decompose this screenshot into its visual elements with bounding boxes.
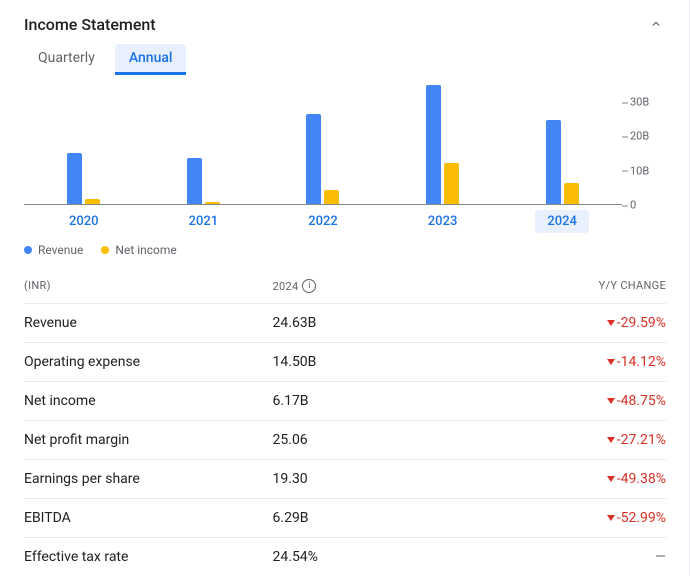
bar-net-income (324, 190, 339, 204)
metric-value: 6.17B (273, 393, 459, 409)
bar-group[interactable] (144, 85, 264, 204)
bar-net-income (85, 199, 100, 204)
arrow-down-icon (607, 515, 615, 521)
x-axis-labels: 2020 2021 2022 2023 2024 (24, 207, 622, 235)
table-row: Operating expense14.50B -14.12% (24, 342, 666, 381)
change-text: -52.99% (617, 510, 666, 526)
metric-name: Earnings per share (24, 471, 273, 487)
y-tick: 0 (630, 199, 666, 212)
bar-net-income (444, 163, 459, 204)
y-tick: 30B (630, 96, 666, 109)
metric-value: 24.63B (273, 315, 459, 331)
table-row: Revenue24.63B -29.59% (24, 303, 666, 342)
metric-name: Net profit margin (24, 432, 273, 448)
year-label-text: 2021 (177, 210, 231, 233)
legend-net-income: Net income (101, 243, 176, 257)
arrow-down-icon (607, 320, 615, 326)
change-text: -48.75% (617, 393, 666, 409)
currency-label: (INR) (24, 279, 273, 293)
metric-name: Net income (24, 393, 273, 409)
bar-revenue (67, 153, 82, 204)
metric-value: 19.30 (273, 471, 459, 487)
bar-chart: 30B 20B 10B 0 2020 2021 2022 2023 2024 (24, 85, 666, 235)
dot-icon (24, 246, 32, 254)
section-header: Income Statement (24, 8, 666, 44)
change-text: -49.38% (617, 471, 666, 487)
year-label[interactable]: 2023 (383, 207, 503, 235)
table-row: Net income6.17B -48.75% (24, 381, 666, 420)
arrow-down-icon (607, 359, 615, 365)
table-row: EBITDA6.29B -52.99% (24, 498, 666, 537)
bar-group[interactable] (383, 85, 503, 204)
bar-revenue (306, 114, 321, 204)
metric-value: 25.06 (273, 432, 459, 448)
arrow-down-icon (607, 398, 615, 404)
metric-name: EBITDA (24, 510, 273, 526)
income-statement-panel: Income Statement Quarterly Annual 30B 20B… (0, 0, 690, 576)
arrow-down-icon (607, 476, 615, 482)
chart-plot-area (24, 85, 622, 205)
chart-legend: Revenue Net income (24, 243, 666, 257)
year-label-text: 2024 (535, 210, 589, 233)
metric-value: 14.50B (273, 354, 459, 370)
section-title: Income Statement (24, 15, 156, 34)
change-column-header: Y/Y CHANGE (459, 279, 666, 293)
metric-change: — (459, 549, 666, 565)
tab-annual[interactable]: Annual (115, 44, 187, 75)
value-header-text: 2024 (273, 280, 299, 293)
y-tick: 10B (630, 164, 666, 177)
metric-change: -14.12% (459, 354, 666, 370)
y-axis-ticks: 30B20B10B0 (622, 85, 666, 205)
metric-name: Revenue (24, 315, 273, 331)
table-row: Earnings per share19.30 -49.38% (24, 459, 666, 498)
dot-icon (101, 246, 109, 254)
year-label[interactable]: 2020 (24, 207, 144, 235)
year-label-text: 2020 (57, 210, 111, 233)
metric-change: -48.75% (459, 393, 666, 409)
metrics-table: Revenue24.63B -29.59% Operating expense14.… (24, 303, 666, 576)
bar-group[interactable] (502, 85, 622, 204)
year-label[interactable]: 2022 (263, 207, 383, 235)
period-tabs: Quarterly Annual (24, 44, 666, 75)
bar-revenue (187, 158, 202, 204)
metric-value: 6.29B (273, 510, 459, 526)
bar-group[interactable] (263, 85, 383, 204)
table-row: Net profit margin25.06 -27.21% (24, 420, 666, 459)
metric-change: -29.59% (459, 315, 666, 331)
legend-label: Net income (115, 243, 176, 257)
value-column-header: 2024 i (273, 279, 459, 293)
year-label-text: 2022 (296, 210, 350, 233)
change-text: -27.21% (617, 432, 666, 448)
metric-name: Effective tax rate (24, 549, 273, 565)
legend-revenue: Revenue (24, 243, 83, 257)
year-label[interactable]: 2021 (144, 207, 264, 235)
table-row: Effective tax rate24.54% — (24, 537, 666, 576)
metric-change: -27.21% (459, 432, 666, 448)
chevron-up-icon (649, 17, 663, 31)
change-text: -14.12% (617, 354, 666, 370)
year-label[interactable]: 2024 (502, 207, 622, 235)
metric-change: -49.38% (459, 471, 666, 487)
table-header: (INR) 2024 i Y/Y CHANGE (24, 275, 666, 303)
bar-net-income (205, 202, 220, 204)
bars-row (24, 85, 622, 204)
metric-value: 24.54% (273, 549, 459, 565)
change-text: -29.59% (617, 315, 666, 331)
metric-change: -52.99% (459, 510, 666, 526)
info-icon[interactable]: i (302, 279, 316, 293)
bar-group[interactable] (24, 85, 144, 204)
bar-revenue (426, 85, 441, 204)
tab-quarterly[interactable]: Quarterly (24, 44, 109, 75)
legend-label: Revenue (38, 243, 83, 257)
y-tick: 20B (630, 130, 666, 143)
arrow-down-icon (607, 437, 615, 443)
bar-net-income (564, 183, 579, 204)
collapse-toggle[interactable] (646, 14, 666, 34)
year-label-text: 2023 (416, 210, 470, 233)
change-text: — (655, 549, 666, 565)
metric-name: Operating expense (24, 354, 273, 370)
bar-revenue (546, 120, 561, 204)
